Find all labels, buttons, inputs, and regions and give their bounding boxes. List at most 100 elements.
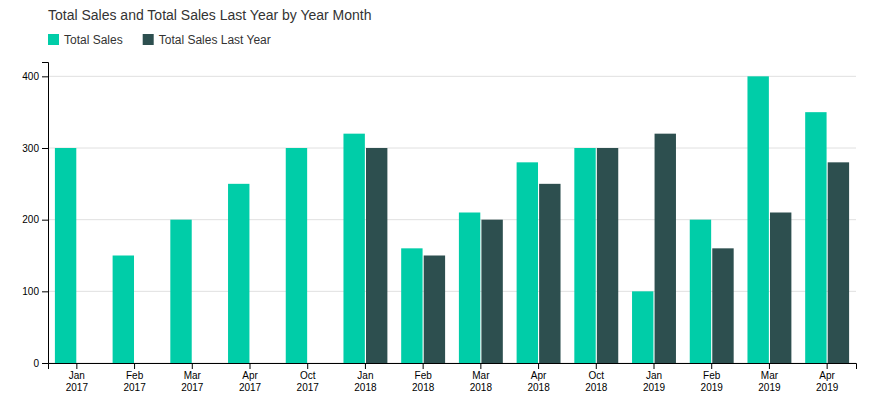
tick-label-line: 2019	[816, 382, 839, 393]
tick-label-line: Mar	[761, 370, 779, 381]
tick-label-line: 2019	[643, 382, 666, 393]
tick-label: Apr2017	[239, 370, 262, 393]
tick-label: Oct2017	[297, 370, 320, 393]
tick-label-line: 2018	[470, 382, 493, 393]
legend-swatch	[48, 34, 59, 45]
tick: 400	[22, 71, 48, 82]
tick-label-line: 2017	[239, 382, 262, 393]
tick-label-line: 2019	[701, 382, 724, 393]
bar	[539, 184, 560, 363]
tick-mark	[134, 363, 135, 369]
tick-label-line: Feb	[126, 370, 144, 381]
bar	[828, 162, 849, 363]
tick-label: Apr2018	[527, 370, 550, 393]
bar	[113, 256, 134, 364]
tick: 200	[22, 214, 48, 225]
tick-label: Oct2018	[585, 370, 608, 393]
tick-label-line: 2017	[123, 382, 146, 393]
tick-label-line: Apr	[242, 370, 258, 381]
tick-label-line: 2018	[354, 382, 377, 393]
bar	[597, 148, 618, 363]
tick-label: Jan2017	[66, 370, 89, 393]
tick: Jan2018	[354, 363, 377, 393]
tick-label-line: Feb	[703, 370, 721, 381]
bar	[55, 148, 76, 363]
tick: 100	[22, 286, 48, 297]
legend-item: Total Sales Last Year	[143, 33, 271, 47]
x-axis: Jan2017Feb2017Mar2017Apr2017Oct2017Jan20…	[49, 363, 857, 393]
bar	[517, 162, 538, 363]
tick-mark	[596, 363, 597, 369]
tick-label: Jan2019	[643, 370, 666, 393]
bar	[747, 76, 768, 363]
tick-label: Mar2018	[470, 370, 493, 393]
axis-line	[42, 63, 49, 364]
tick-label-line: 2017	[181, 382, 204, 393]
bar	[343, 134, 364, 363]
tick: Apr2019	[816, 363, 839, 393]
bar	[424, 256, 445, 364]
bar	[459, 213, 480, 364]
tick-mark	[307, 363, 308, 369]
tick-label-line: Mar	[184, 370, 202, 381]
tick-label-line: 2018	[527, 382, 550, 393]
tick-label: Mar2019	[758, 370, 781, 393]
tick-label-line: 2018	[412, 382, 435, 393]
tick: Feb2019	[701, 363, 724, 393]
bar	[690, 220, 711, 363]
tick-mark	[827, 363, 828, 369]
plot: 0100200300400Jan2017Feb2017Mar2017Apr201…	[22, 63, 856, 393]
grid-line	[48, 219, 856, 220]
bar	[574, 148, 595, 363]
tick: Apr2018	[527, 363, 550, 393]
tick-label-line: 2017	[66, 382, 89, 393]
tick-label: 200	[22, 214, 39, 225]
tick: Apr2017	[239, 363, 262, 393]
bar	[401, 248, 422, 363]
bar	[805, 112, 826, 363]
bar	[286, 148, 307, 363]
tick-mark	[42, 76, 48, 77]
grid	[48, 76, 856, 363]
tick-label: Feb2019	[701, 370, 724, 393]
tick: Mar2017	[181, 363, 204, 393]
bars	[55, 76, 849, 363]
grid-line	[48, 291, 856, 292]
tick: Feb2018	[412, 363, 435, 393]
tick: Feb2017	[123, 363, 146, 393]
tick-label: Apr2019	[816, 370, 839, 393]
tick-label-line: 2019	[758, 382, 781, 393]
tick-label-line: Jan	[357, 370, 373, 381]
tick: Oct2017	[297, 363, 320, 393]
legend-item: Total Sales	[48, 33, 123, 47]
tick: Jan2017	[66, 363, 89, 393]
bar	[655, 134, 676, 363]
tick-label: 300	[22, 143, 39, 154]
tick-label: 0	[33, 358, 39, 369]
tick-mark	[769, 363, 770, 369]
tick-mark	[654, 363, 655, 369]
tick-mark	[42, 363, 48, 364]
bar	[366, 148, 387, 363]
tick-mark	[76, 363, 77, 369]
tick-label-line: Oct	[300, 370, 316, 381]
chart: 0100200300400Jan2017Feb2017Mar2017Apr201…	[0, 0, 880, 409]
tick-label-line: Apr	[819, 370, 835, 381]
tick: 0	[33, 358, 48, 369]
title: Total Sales and Total Sales Last Year by…	[48, 7, 372, 23]
tick-label: 100	[22, 286, 39, 297]
tick-mark	[250, 363, 251, 369]
y-axis: 0 100 200 300 400	[22, 63, 48, 369]
axis-line	[49, 364, 857, 370]
tick-mark	[423, 363, 424, 369]
grid-line	[48, 76, 856, 77]
tick-label-line: Feb	[415, 370, 433, 381]
tick-mark	[538, 363, 539, 369]
grid-line	[48, 148, 856, 149]
tick-label: 400	[22, 71, 39, 82]
tick: Oct2018	[585, 363, 608, 393]
tick-label: Jan2018	[354, 370, 377, 393]
tick-label-line: Jan	[69, 370, 85, 381]
tick-mark	[480, 363, 481, 369]
tick-label: Mar2017	[181, 370, 204, 393]
